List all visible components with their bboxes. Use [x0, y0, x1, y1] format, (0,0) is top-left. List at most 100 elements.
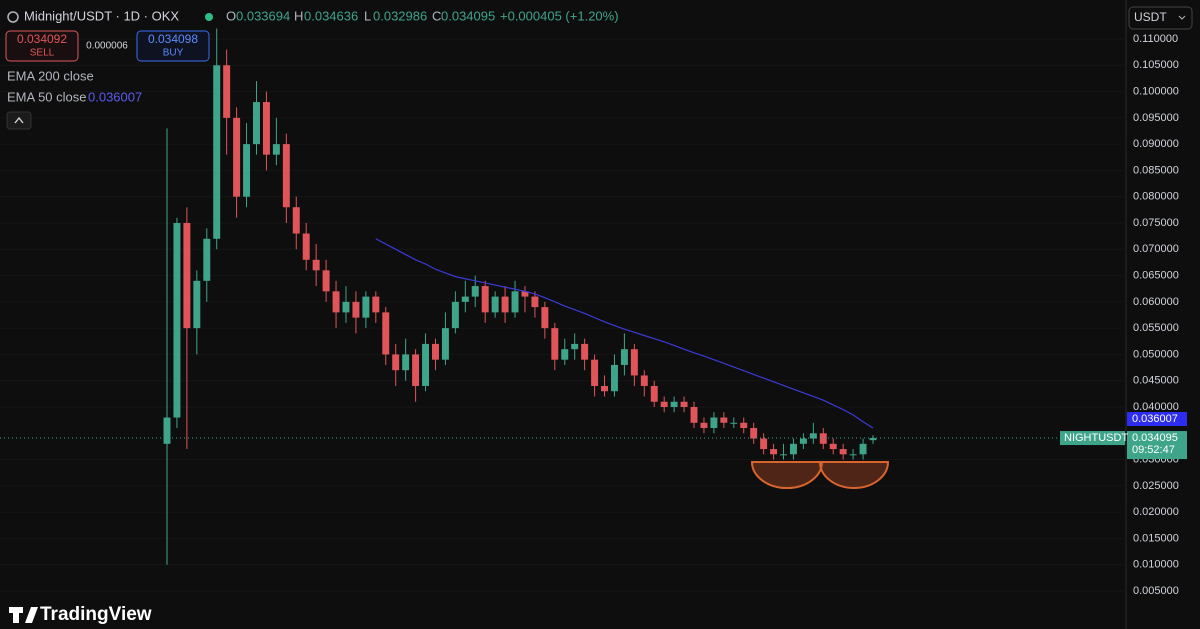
candle-body — [233, 117, 241, 197]
buy-button[interactable] — [136, 30, 210, 62]
status-dot — [205, 13, 213, 21]
dropdown-icon — [1178, 15, 1186, 20]
cup-annotation — [750, 461, 824, 489]
candle-body — [471, 286, 479, 297]
candle-body — [780, 454, 787, 456]
candle-body — [710, 417, 718, 429]
candle-body — [392, 354, 400, 371]
candle-body — [610, 364, 618, 392]
candle-body — [402, 354, 410, 371]
candle-body — [640, 375, 648, 386]
o-value: 0.033694 — [236, 8, 290, 23]
candle-body — [601, 385, 609, 392]
candle-body — [322, 270, 330, 292]
candle-body — [809, 433, 817, 439]
candle-body — [342, 301, 350, 313]
ema-price-label: 0.036007 — [1132, 413, 1178, 425]
candle-body — [282, 144, 290, 208]
candle-body — [213, 65, 221, 239]
candle-body — [760, 438, 768, 450]
y-tick-label: 0.090000 — [1133, 138, 1179, 150]
y-tick-label: 0.085000 — [1133, 164, 1179, 176]
sell-price: 0.034092 — [17, 32, 67, 46]
y-tick-label: 0.075000 — [1133, 217, 1179, 229]
y-tick-label: 0.045000 — [1133, 375, 1179, 387]
candle-body — [253, 102, 260, 145]
logo-icon — [9, 607, 38, 623]
candle-body — [163, 417, 171, 444]
candle-body — [173, 223, 181, 418]
candle-body — [203, 238, 211, 281]
change: +0.000405 (+1.20%) — [500, 8, 619, 23]
candle-body — [829, 443, 837, 450]
candle-body — [690, 407, 698, 423]
candle-body — [859, 443, 867, 455]
o-label: O — [226, 8, 236, 23]
candle-body — [312, 259, 320, 271]
candle-body — [819, 433, 827, 444]
candle-body — [700, 422, 708, 429]
y-tick-label: 0.080000 — [1133, 191, 1179, 203]
candle-body — [670, 401, 678, 407]
sell-button[interactable] — [5, 30, 79, 62]
y-tick-label: 0.055000 — [1133, 322, 1179, 334]
candle-body — [501, 296, 509, 313]
candle-body — [650, 385, 658, 402]
candle-body — [441, 328, 449, 360]
candle-body — [720, 417, 728, 423]
plot — [163, 28, 877, 565]
y-tick-label: 0.070000 — [1133, 243, 1179, 255]
candle-body — [620, 349, 628, 365]
candle-body — [362, 296, 370, 318]
candle-body — [461, 296, 469, 302]
candle-body — [332, 291, 340, 313]
symbol-icon — [7, 11, 19, 23]
y-tick-label: 0.020000 — [1133, 506, 1179, 518]
candle-body — [730, 422, 738, 424]
candle-body — [849, 454, 857, 456]
candle-body — [551, 328, 559, 360]
candle-body — [302, 233, 310, 260]
candle-body — [511, 291, 519, 313]
collapse-button[interactable] — [6, 111, 32, 130]
candle-body — [422, 343, 430, 386]
spread: 0.000006 — [86, 41, 128, 52]
logo: TradingView — [40, 604, 152, 625]
candle-body — [262, 102, 270, 155]
y-tick-label: 0.050000 — [1133, 348, 1179, 360]
symbol: Midnight/USDT · 1D · OKX — [24, 8, 179, 23]
currency-dropdown[interactable] — [1128, 6, 1193, 30]
y-tick-label: 0.105000 — [1133, 59, 1179, 71]
candle-body — [531, 296, 539, 308]
candle-body — [541, 307, 549, 329]
candle-body — [740, 422, 748, 429]
y-tick-label: 0.110000 — [1133, 33, 1178, 45]
candle-body — [521, 291, 529, 297]
candle-body — [431, 343, 439, 360]
overlay: Midnight/USDT · 1D · OKX O 0.033694 H 0.… — [5, 6, 1193, 625]
ema50-value: 0.036007 — [88, 89, 142, 104]
cup-annotation — [818, 461, 890, 489]
ema200-legend: EMA 200 close — [7, 68, 94, 83]
currency: USDT — [1134, 10, 1167, 24]
c-label: C — [432, 8, 441, 23]
y-tick-label: 0.015000 — [1133, 532, 1179, 544]
candle-body — [561, 349, 569, 360]
candle-body — [292, 207, 300, 234]
candle-body — [243, 144, 251, 197]
y-tick-label: 0.095000 — [1133, 112, 1179, 124]
symbol-tag — [1060, 431, 1125, 446]
candle-body — [451, 301, 459, 329]
candle-body — [581, 343, 589, 360]
l-label: L — [364, 8, 371, 23]
sell-label: SELL — [30, 48, 55, 59]
candle-body — [372, 296, 380, 313]
candle-body — [660, 401, 668, 407]
candle-body — [591, 359, 599, 386]
h-value: 0.034636 — [304, 8, 358, 23]
candle-body — [770, 449, 778, 455]
candle-body — [789, 443, 797, 455]
candle-body — [223, 65, 231, 118]
y-tick-label: 0.040000 — [1133, 401, 1179, 413]
